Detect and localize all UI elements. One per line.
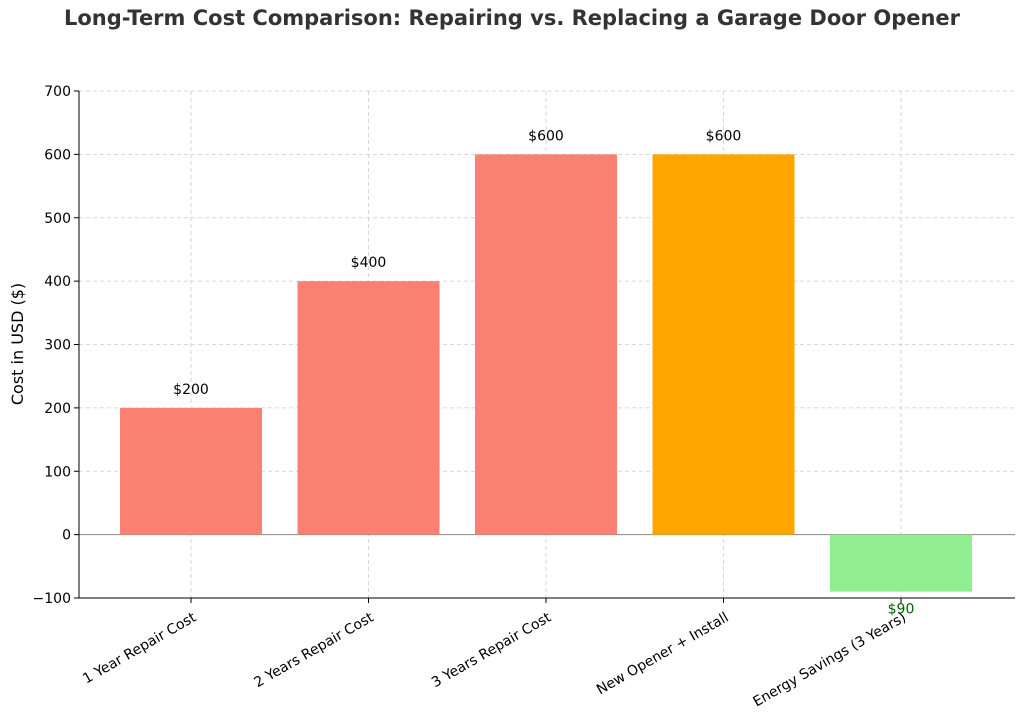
x-tick-label: Energy Savings (3 Years) [750,610,909,711]
data-label: $600 [706,128,742,144]
y-tick-label: −100 [33,591,71,607]
bar [297,281,440,535]
y-tick-label: 400 [44,274,71,290]
x-tick-label: 2 Years Repair Cost [251,609,376,691]
data-label: $400 [351,255,387,271]
data-labels: $200 $400 $600 $600 $90 [173,128,914,617]
x-ticks: 1 Year Repair Cost 2 Years Repair Cost 3 Y… [80,598,909,710]
data-label: $600 [528,128,564,144]
data-label: $90 [888,602,915,618]
bars [120,154,972,592]
chart-title: Long-Term Cost Comparison: Repairing vs.… [63,6,961,30]
y-ticks: −100 0 100 200 300 400 500 600 700 [33,84,79,607]
y-tick-label: 700 [44,84,71,100]
bar [120,407,262,535]
x-tick-label: New Opener + Install [594,610,731,699]
y-axis-label: Cost in USD ($) [8,283,27,405]
y-tick-label: 300 [44,338,71,354]
bar [652,154,795,535]
y-tick-label: 200 [44,401,71,417]
y-tick-label: 500 [44,211,71,227]
x-tick-label: 1 Year Repair Cost [80,609,199,687]
data-label: $200 [173,382,209,398]
y-tick-label: 100 [44,464,71,480]
x-tick-label: 3 Years Repair Cost [429,609,554,691]
y-tick-label: 600 [44,147,71,163]
bar [830,534,972,592]
bar [475,154,617,535]
y-tick-label: 0 [62,528,71,544]
